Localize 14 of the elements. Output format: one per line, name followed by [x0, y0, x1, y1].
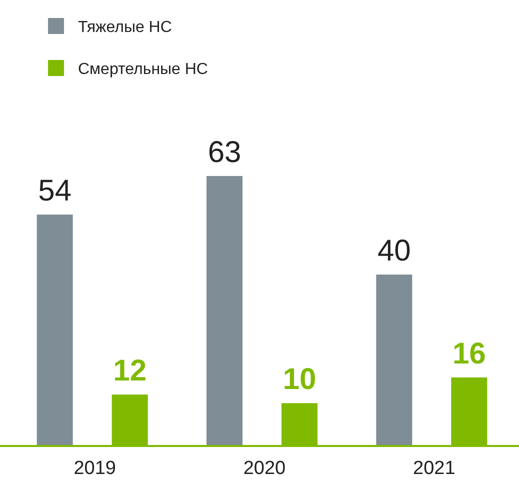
data-label: 16 — [452, 337, 486, 370]
bar — [376, 274, 412, 446]
bar — [206, 176, 242, 446]
x-tick-label: 2019 — [74, 458, 116, 479]
x-tick-label: 2021 — [413, 458, 456, 479]
data-label: 40 — [377, 234, 411, 268]
bar — [36, 214, 73, 446]
data-label: 63 — [208, 136, 242, 169]
legend-label: Тяжелые НС — [78, 19, 172, 36]
data-label: 10 — [282, 363, 316, 396]
data-label: 54 — [38, 174, 72, 208]
x-tick-label: 2020 — [243, 458, 286, 479]
data-label: 12 — [113, 354, 147, 388]
legend-label: Смертельные НС — [78, 61, 208, 78]
